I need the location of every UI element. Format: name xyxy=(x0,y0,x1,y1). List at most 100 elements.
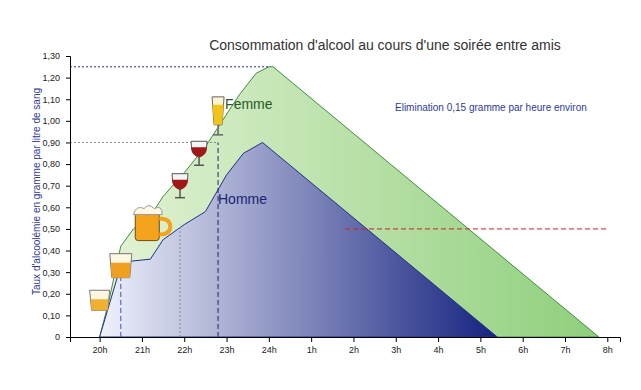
x-tick-mark xyxy=(353,337,354,342)
drink-icon-part xyxy=(172,180,188,190)
y-tick-label: 1,10 xyxy=(42,95,60,105)
y-tick-mark xyxy=(66,121,70,122)
x-tick-mark xyxy=(480,337,481,342)
y-tick-label: 0,30 xyxy=(42,268,60,278)
drink-icon-part xyxy=(179,190,181,198)
drink-icon-part xyxy=(159,219,170,235)
y-tick-label: 0,80 xyxy=(42,159,60,169)
y-tick-mark xyxy=(66,337,70,338)
drink-icon xyxy=(133,206,170,241)
y-tick-label: 0,40 xyxy=(42,246,60,256)
chart: Consommation d'alcool au cours d'une soi… xyxy=(0,0,641,390)
x-tick: 8h xyxy=(603,337,613,355)
y-tick: 0,20 xyxy=(42,289,70,299)
reference-line xyxy=(345,228,607,229)
y-tick: 0,10 xyxy=(42,311,70,321)
x-tick-label: 3h xyxy=(391,345,401,355)
x-tick-mark xyxy=(438,337,439,342)
y-tick: 1,30 xyxy=(42,51,70,61)
y-tick-label: 1,30 xyxy=(42,51,60,61)
x-tick-mark xyxy=(184,337,185,342)
drink-icon-part xyxy=(135,213,159,241)
plot-area xyxy=(70,67,607,337)
annotation: Elimination 0,15 gramme par heure enviro… xyxy=(395,102,587,113)
drink-icon-part xyxy=(175,197,185,199)
y-tick: 0,50 xyxy=(42,224,70,234)
x-tick-mark xyxy=(311,337,312,342)
x-axis-line xyxy=(71,338,621,343)
x-tick: 21h xyxy=(135,337,150,355)
y-axis: 0 0,10 0,20 0,30 0,40 0,50 0,60 0,70 0,80 0,90 1,0… xyxy=(42,51,70,342)
x-tick-label: 6h xyxy=(518,345,528,355)
drink-icon-part xyxy=(212,97,224,125)
drink-icon-part xyxy=(198,157,200,165)
x-tick-label: 5h xyxy=(476,345,486,355)
drink-icon-part xyxy=(191,147,207,157)
y-tick-mark xyxy=(66,56,70,57)
x-tick-mark xyxy=(565,337,566,342)
y-tick-label: 1,20 xyxy=(42,73,60,83)
reference-line xyxy=(218,142,219,337)
drink-icon-part xyxy=(110,254,132,278)
title: Consommation d'alcool au cours d'une soi… xyxy=(209,37,561,53)
y-tick-mark xyxy=(66,272,70,273)
y-tick-mark xyxy=(66,164,70,165)
y-tick: 0,60 xyxy=(42,203,70,213)
y-tick-label: 0,10 xyxy=(42,311,60,321)
drink-icon xyxy=(191,141,207,165)
drink-icon-part xyxy=(172,174,188,190)
drink-icon-part xyxy=(91,299,109,310)
x-tick: 20h xyxy=(93,337,108,355)
x-tick-mark xyxy=(100,337,101,342)
x-tick-mark xyxy=(227,337,228,342)
drink-icon-part xyxy=(90,290,110,310)
y-tick: 0 xyxy=(55,332,70,342)
x-tick-label: 7h xyxy=(560,345,570,355)
x-tick: 2h xyxy=(349,337,359,355)
reference-line xyxy=(180,225,181,337)
x-tick-label: 1h xyxy=(307,345,317,355)
x-tick: 22h xyxy=(177,337,192,355)
y-tick-label: 0,20 xyxy=(42,289,60,299)
y-tick-mark xyxy=(66,251,70,252)
drink-icon xyxy=(110,254,132,278)
y-axis-title: Taux d'alcoolémie en gramme par litre de… xyxy=(31,88,42,295)
y-tick: 1,00 xyxy=(42,116,70,126)
drink-icon-part xyxy=(213,134,223,136)
x-tick-label: 2h xyxy=(349,345,359,355)
y-tick-mark xyxy=(66,186,70,187)
y-tick: 0,70 xyxy=(42,181,70,191)
x-tick-mark xyxy=(607,337,608,342)
series-label: Homme xyxy=(218,191,267,207)
x-tick: 24h xyxy=(262,337,277,355)
x-tick: 7h xyxy=(560,337,570,355)
x-tick-mark xyxy=(142,337,143,342)
x-tick-label: 20h xyxy=(93,345,108,355)
y-tick: 1,10 xyxy=(42,95,70,105)
y-tick: 1,20 xyxy=(42,73,70,83)
y-tick-mark xyxy=(66,78,70,79)
series-label: Femme xyxy=(225,96,273,112)
x-tick: 1h xyxy=(307,337,317,355)
reference-line xyxy=(70,66,269,67)
y-tick-label: 1,00 xyxy=(42,116,60,126)
series-area xyxy=(100,142,498,337)
y-tick-label: 0,60 xyxy=(42,203,60,213)
x-axis: 20h 21h 22h 23h 24h 1h 2h 3h 4h 5h 6h 7h 8h xyxy=(71,337,621,355)
drink-icon-part xyxy=(213,105,224,125)
y-tick: 0,90 xyxy=(42,138,70,148)
y-tick: 0,40 xyxy=(42,246,70,256)
x-tick-label: 8h xyxy=(603,345,613,355)
drink-icon-part xyxy=(217,125,219,135)
x-tick-label: 4h xyxy=(434,345,444,355)
drink-icon-part xyxy=(133,206,162,215)
drink-icon-part xyxy=(194,165,204,167)
y-tick-label: 0 xyxy=(55,332,60,342)
drink-icon xyxy=(90,290,110,310)
y-tick-mark xyxy=(66,142,70,143)
series-area xyxy=(100,67,599,337)
x-tick: 23h xyxy=(220,337,235,355)
drink-icon-part xyxy=(191,141,207,157)
y-tick-mark xyxy=(66,294,70,295)
x-tick: 4h xyxy=(434,337,444,355)
